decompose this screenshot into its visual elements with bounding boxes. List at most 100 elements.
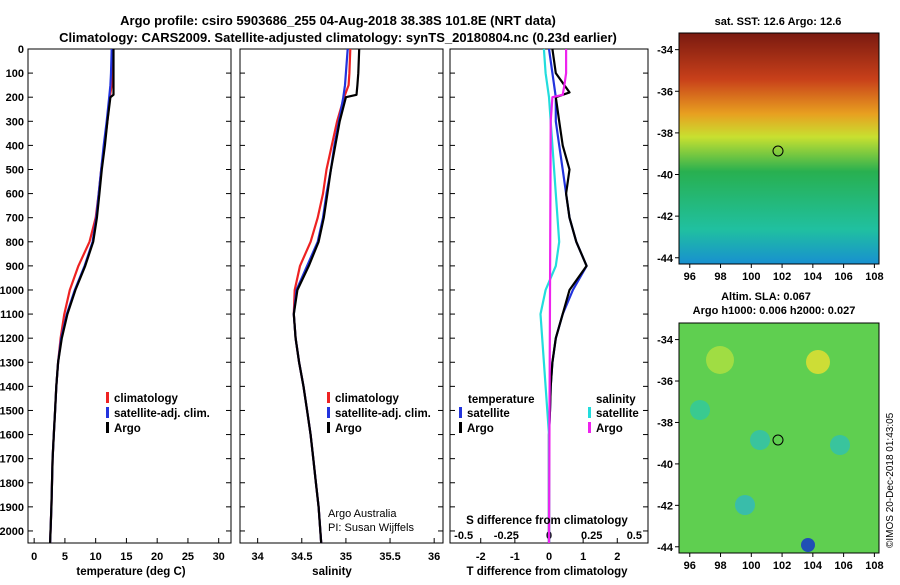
sst-map-axes: -34 -36 -38 -40 -42 -44 96 98 100 102 104 106 108	[657, 45, 883, 283]
depth-tick-label: 700	[6, 213, 24, 225]
series-line-argo	[49, 49, 115, 544]
map-lon-tick-label: 104	[804, 271, 823, 283]
x2-tick-label: 0.25	[581, 530, 602, 542]
map-lat-tick-label: -44	[657, 542, 674, 554]
x-tick-label: 36	[428, 551, 440, 563]
legend-swatch-argo	[327, 422, 330, 433]
depth-tick-label: 1400	[0, 381, 24, 393]
map-lon-tick-label: 108	[865, 560, 883, 572]
legend-heading-temperature: temperature	[468, 394, 534, 406]
map-lon-tick-label: 100	[742, 271, 760, 283]
depth-tick-label: 1900	[0, 502, 24, 514]
depth-tick-label: 1200	[0, 333, 24, 345]
legend-label-satellite-adj: satellite-adj. clim.	[335, 408, 431, 420]
temperature-axis-label: temperature (deg C)	[76, 566, 185, 578]
salinity-legend: climatology satellite-adj. clim. Argo	[327, 392, 431, 435]
legend-swatch-argo	[106, 422, 109, 433]
legend-label-s-argo: Argo	[596, 423, 623, 435]
map-lat-tick-label: -42	[657, 211, 673, 223]
legend-label-climatology: climatology	[114, 393, 179, 405]
map-lon-tick-label: 98	[714, 560, 726, 572]
salinity-panel	[239, 48, 444, 544]
x-tick-label: 15	[120, 551, 132, 563]
x-tick-label: 34.5	[291, 551, 312, 563]
sla-anomaly-low	[750, 430, 770, 450]
map-lat-tick-label: -40	[657, 459, 673, 471]
map-lat-tick-label: -36	[657, 86, 673, 98]
sla-anomaly-low	[690, 400, 710, 420]
legend-swatch-satellite	[327, 407, 330, 418]
x-tick-label: 10	[90, 551, 102, 563]
legend-label-s-satellite: satellite	[596, 408, 639, 420]
profile-lines-layer	[49, 48, 588, 544]
legend-swatch-s-argo	[588, 422, 591, 433]
depth-tick-label: 1700	[0, 454, 24, 466]
map-lon-tick-label: 106	[834, 271, 852, 283]
series-line-climatology	[49, 48, 114, 544]
depth-tick-label: 400	[6, 140, 24, 152]
x-tick-label: -2	[476, 551, 486, 563]
depth-tick-label: 1500	[0, 405, 24, 417]
sla-map	[678, 322, 880, 554]
map-lon-tick-label: 102	[773, 560, 791, 572]
salinity-axis-label: salinity	[312, 566, 352, 578]
map-lon-tick-label: 100	[742, 560, 760, 572]
credit-line-2: PI: Susan Wijffels	[328, 522, 414, 534]
map-lon-tick-label: 98	[714, 271, 726, 283]
title-line-1: Argo profile: csiro 5903686_255 04-Aug-2…	[120, 13, 556, 28]
sla-map-axes: -34 -36 -38 -40 -42 -44 96 98 100 102 104 106 108	[657, 335, 883, 572]
map-lon-tick-label: 96	[684, 560, 696, 572]
sst-map-title: sat. SST: 12.6 Argo: 12.6	[715, 16, 842, 28]
argo-float-marker	[772, 145, 784, 157]
depth-tick-label: 1800	[0, 478, 24, 490]
series-line-temperature-argo	[547, 48, 588, 543]
timestamp: ©IMOS 20-Dec-2018 01:43:05	[885, 412, 896, 548]
map-lat-tick-label: -36	[657, 376, 673, 388]
x-tick-label: 2	[614, 551, 620, 563]
sla-map-title-2: Argo h1000: 0.006 h2000: 0.027	[693, 305, 856, 317]
x-tick-label: -1	[510, 551, 520, 563]
x2-tick-label: -0.25	[494, 530, 519, 542]
x-tick-label: 0	[546, 551, 552, 563]
x2-tick-label: 0.5	[627, 530, 642, 542]
depth-tick-label: 1100	[0, 309, 24, 321]
legend-label-argo: Argo	[335, 423, 362, 435]
depth-tick-label: 800	[6, 237, 24, 249]
x-tick-label: 1	[580, 551, 586, 563]
map-lon-tick-label: 108	[865, 271, 883, 283]
legend-heading-salinity: salinity	[596, 394, 636, 406]
temperature-panel	[27, 48, 232, 544]
map-lat-tick-label: -34	[657, 335, 674, 347]
map-lat-tick-label: -42	[657, 500, 673, 512]
sla-anomaly-low	[801, 538, 815, 552]
map-lon-tick-label: 104	[804, 560, 823, 572]
legend-swatch-s-satellite	[588, 407, 591, 418]
map-lon-tick-label: 106	[834, 560, 852, 572]
map-lat-tick-label: -38	[657, 417, 673, 429]
legend-swatch-t-argo	[459, 422, 462, 433]
sla-anomaly-high	[706, 346, 734, 374]
depth-tick-label: 600	[6, 189, 24, 201]
legend-label-t-argo: Argo	[467, 423, 494, 435]
series-line-satellite-adj-clim-	[49, 48, 113, 544]
series-line-argo	[292, 48, 361, 544]
title-line-2: Climatology: CARS2009. Satellite-adjuste…	[59, 30, 617, 45]
depth-tick-label: 1600	[0, 430, 24, 442]
map-lat-tick-label: -34	[657, 45, 674, 57]
s-difference-axis-label: S difference from climatology	[466, 515, 628, 527]
sla-anomaly-low	[830, 435, 850, 455]
map-lon-tick-label: 96	[684, 271, 696, 283]
depth-tick-label: 100	[6, 68, 24, 80]
map-lat-tick-label: -40	[657, 170, 673, 182]
sst-map-field	[678, 32, 880, 265]
legend-label-satellite-adj: satellite-adj. clim.	[114, 408, 210, 420]
sla-map-title-1: Altim. SLA: 0.067	[721, 291, 811, 303]
depth-tick-label: 200	[6, 92, 24, 104]
x-tick-label: 35	[340, 551, 352, 563]
x-tick-label: 5	[62, 551, 68, 563]
series-line-climatology	[292, 48, 352, 544]
depth-tick-label: 2000	[0, 526, 24, 538]
sla-anomaly-low	[735, 495, 755, 515]
